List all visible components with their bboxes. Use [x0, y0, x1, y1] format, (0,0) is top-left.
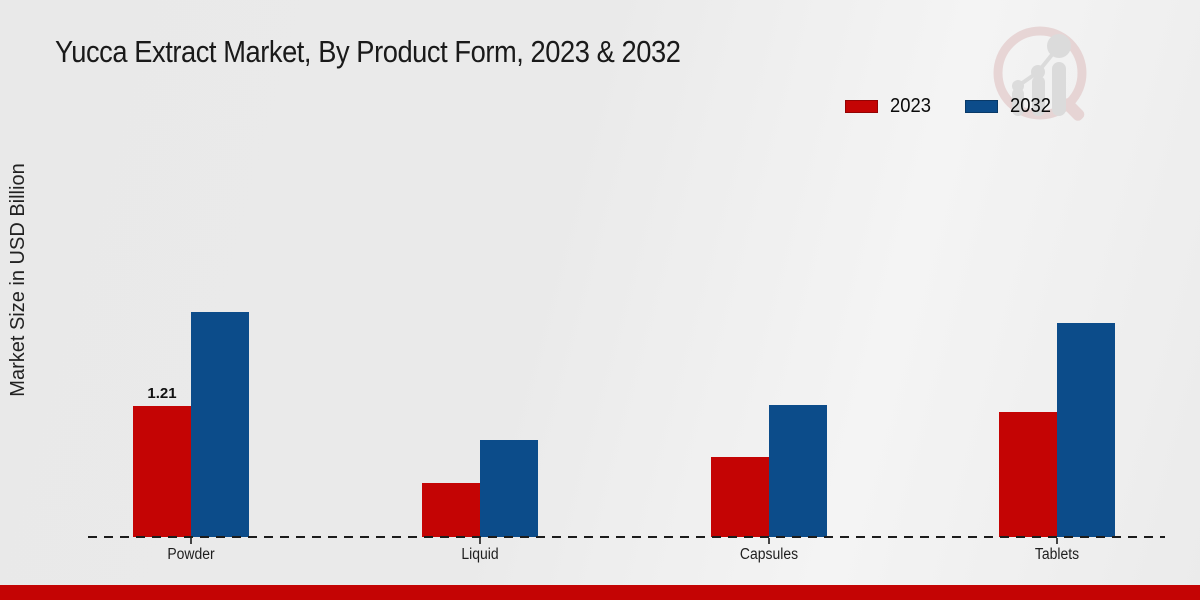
legend-swatch-2032	[964, 100, 998, 113]
x-tick-tablets	[1056, 538, 1058, 544]
legend-label-2032: 2032	[1009, 95, 1051, 117]
bottom-accent-bar	[0, 585, 1200, 600]
x-tick-powder	[190, 538, 192, 544]
bar-2032-powder	[191, 312, 249, 537]
category-label-liquid: Liquid	[461, 546, 499, 563]
bar-2023-capsules	[711, 457, 769, 537]
chart-title: Yucca Extract Market, By Product Form, 2…	[55, 34, 681, 69]
x-tick-liquid	[479, 538, 481, 544]
bar-2032-tablets	[1057, 323, 1115, 537]
x-tick-capsules	[768, 538, 770, 544]
bar-value-label-2023-powder: 1.21	[147, 385, 177, 402]
magnifier-growth-chart-logo-icon	[993, 26, 1087, 121]
category-label-tablets: Tablets	[1034, 546, 1080, 563]
bar-2032-liquid	[480, 440, 538, 537]
bar-2032-capsules	[769, 405, 827, 537]
bar-2023-liquid	[422, 483, 480, 537]
legend-label-2023: 2023	[890, 95, 931, 117]
category-label-capsules: Capsules	[739, 546, 799, 563]
bar-2023-tablets	[999, 412, 1057, 537]
category-label-powder: Powder	[167, 546, 215, 563]
legend-swatch-2023	[845, 100, 878, 113]
legend: 2023 2032	[845, 95, 1054, 118]
bar-2023-powder	[133, 406, 191, 537]
y-axis-label: Market Size in USD Billion	[7, 163, 29, 397]
legend-item-2032: 2032	[964, 95, 1055, 118]
x-axis-dashed-baseline	[88, 536, 1165, 538]
legend-item-2023: 2023	[845, 95, 935, 118]
